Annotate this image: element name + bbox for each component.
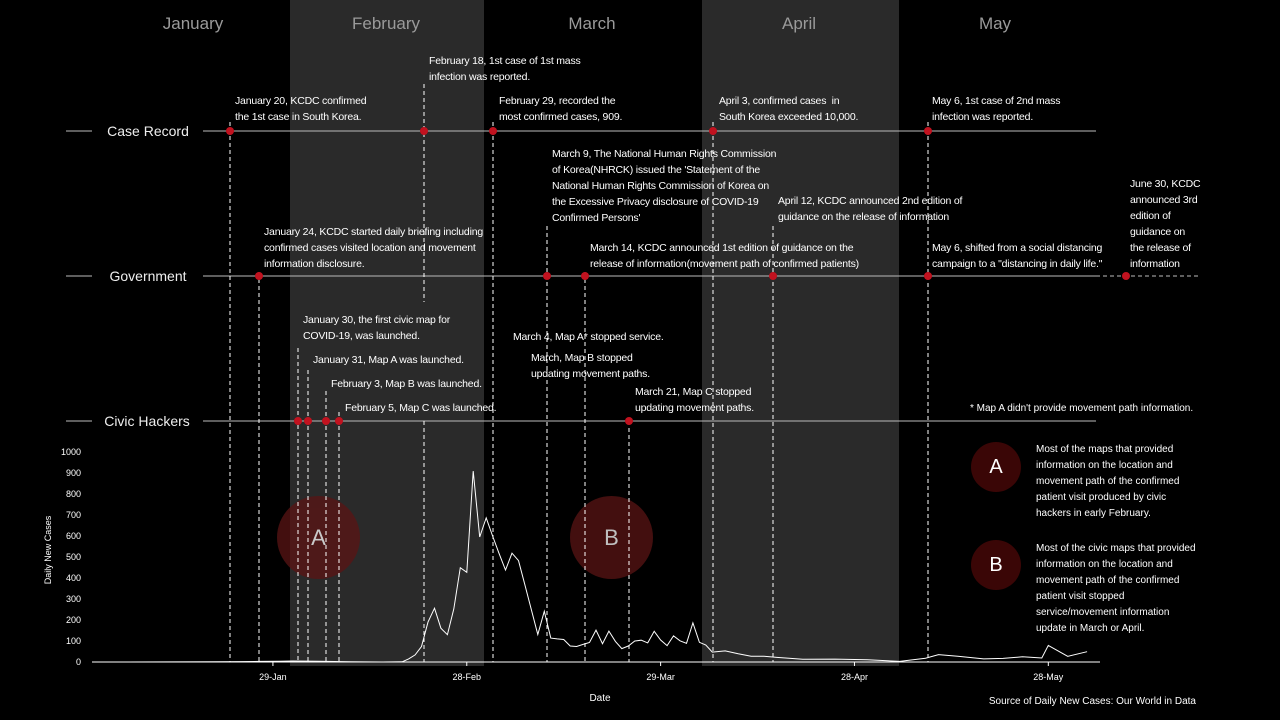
footnote-map-a: * Map A didn't provide movement path inf… (970, 403, 1194, 414)
annotation-feb29: February 29, recorded the most confirmed… (499, 95, 623, 123)
track-label-civic-hackers: Civic Hackers (104, 413, 190, 429)
x-tick-label: 29-Mar (646, 672, 675, 682)
annotation-apr12: April 12, KCDC announced 2nd edition of … (778, 195, 963, 223)
y-tick-label: 500 (66, 552, 81, 562)
annotation-mar4: March 4, Map A* stopped service. (513, 331, 664, 343)
month-march: March (568, 14, 616, 33)
annotation-may6-gov: May 6, shifted from a social distancing … (932, 242, 1103, 270)
track-label-government: Government (109, 268, 187, 284)
marker-apr12 (769, 272, 777, 280)
circle-b-label: B (604, 524, 619, 550)
annotation-mar14: March 14, KCDC announced 1st edition of … (590, 242, 859, 270)
legend-circle-a: A (971, 442, 1021, 492)
marker-mar14 (581, 272, 589, 280)
marker-mar21 (625, 417, 633, 425)
x-axis: 29-Jan 28-Feb 29-Mar 28-Apr 28-May (259, 662, 1064, 682)
annotation-mar21: March 21, Map C stopped updating movemen… (635, 386, 754, 414)
y-axis: 0 100 200 300 400 500 600 700 800 900 1000 (61, 447, 81, 667)
legend-b-label: B (989, 553, 1003, 576)
y-tick-label: 600 (66, 531, 81, 541)
marker-may6b (924, 272, 932, 280)
x-tick-label: 28-Feb (453, 672, 482, 682)
y-axis-title: Daily New Cases (43, 515, 53, 585)
annotation-jan30: January 30, the first civic map for COVI… (303, 314, 451, 342)
legend-b-text: Most of the civic maps that provided inf… (1036, 543, 1196, 634)
marker-jan31 (304, 417, 312, 425)
annotation-jan24: January 24, KCDC started daily briefing … (264, 226, 483, 270)
y-tick-label: 100 (66, 636, 81, 646)
annotation-jan31: January 31, Map A was launched. (313, 354, 464, 366)
annotation-feb3: February 3, Map B was launched. (331, 378, 482, 390)
marker-feb29 (489, 127, 497, 135)
y-tick-label: 0 (76, 657, 81, 667)
y-tick-label: 700 (66, 510, 81, 520)
marker-apr3 (709, 127, 717, 135)
circle-a: A (277, 496, 360, 579)
marker-feb5 (335, 417, 343, 425)
band-april (702, 0, 899, 666)
x-tick-label: 28-Apr (841, 672, 868, 682)
source-credit: Source of Daily New Cases: Our World in … (988, 696, 1196, 707)
annotation-feb5: February 5, Map C was launched. (345, 402, 497, 414)
y-tick-label: 900 (66, 468, 81, 478)
marker-mar9 (543, 272, 551, 280)
x-tick-label: 28-May (1033, 672, 1064, 682)
marker-may6a (924, 127, 932, 135)
marker-feb3 (322, 417, 330, 425)
y-tick-label: 800 (66, 489, 81, 499)
annotation-feb18: February 18, 1st case of 1st mass infect… (429, 55, 581, 83)
legend-circle-b: B (971, 540, 1021, 590)
series-line-daily-cases (91, 471, 1088, 663)
y-tick-label: 1000 (61, 447, 81, 457)
marker-jun30 (1122, 272, 1130, 280)
y-tick-label: 400 (66, 573, 81, 583)
circle-b: B (570, 496, 653, 579)
x-axis-title: Date (589, 693, 611, 704)
legend-a-label: A (989, 455, 1003, 478)
marker-feb18 (420, 127, 428, 135)
month-january: January (162, 14, 224, 33)
annotation-apr3: April 3, confirmed cases in South Korea … (719, 95, 859, 123)
annotation-map-b: March, Map B stopped updating movement p… (531, 352, 650, 380)
annotation-jun30: June 30, KCDC announced 3rd edition of g… (1130, 178, 1201, 270)
marker-jan24 (255, 272, 263, 280)
month-may: May (978, 14, 1012, 33)
legend-a-text: Most of the maps that provided informati… (1036, 444, 1180, 519)
circle-a-label: A (311, 524, 326, 550)
month-april: April (781, 14, 817, 33)
annotation-jan20: January 20, KCDC confirmed the 1st case … (235, 95, 367, 123)
x-tick-label: 29-Jan (259, 672, 287, 682)
annotation-may6-case: May 6, 1st case of 2nd mass infection wa… (932, 95, 1061, 123)
y-tick-label: 200 (66, 615, 81, 625)
y-tick-label: 300 (66, 594, 81, 604)
month-february: February (351, 14, 421, 33)
annotation-mar9: March 9, The National Human Rights Commi… (552, 148, 777, 224)
marker-jan20 (226, 127, 234, 135)
marker-jan30 (294, 417, 302, 425)
track-label-case-record: Case Record (107, 123, 189, 139)
